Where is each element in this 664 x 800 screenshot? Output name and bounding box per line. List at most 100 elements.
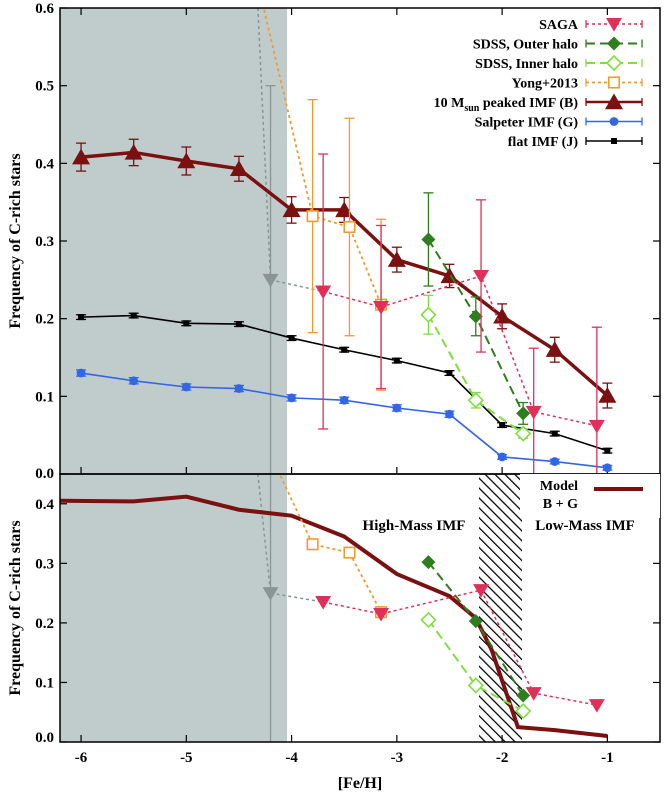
- top-series-modelB: [72, 138, 617, 409]
- bottom-point-saga: [525, 687, 542, 701]
- top-point-modelJ: [446, 370, 453, 377]
- top-point-modelG: [287, 393, 296, 403]
- legend-label-yong: Yong+2013: [512, 77, 578, 92]
- bottom-model-line: [60, 494, 608, 739]
- xtick-label: -3: [391, 750, 404, 766]
- top-point-modelJ: [130, 312, 137, 319]
- top-point-modelG: [445, 409, 454, 419]
- top-series-modelG: [76, 368, 613, 473]
- bottom-point-inner: [467, 677, 484, 694]
- legend-swatch-marker-outer: [607, 36, 621, 51]
- bottom-panel-plot: [60, 474, 608, 742]
- bottom-point-outer: [468, 614, 483, 629]
- legend-model-label-line1: Model: [540, 479, 578, 494]
- legend-swatch-marker-modelG: [609, 117, 619, 126]
- bottom-series-saga: [315, 584, 605, 713]
- top-point-modelB: [124, 143, 143, 160]
- bottom-ytick-label: 0.4: [35, 497, 54, 513]
- bottom-ylabel: Frequency of C-rich stars: [7, 520, 24, 695]
- top-point-modelG: [339, 395, 349, 405]
- legend-swatch-marker-saga: [606, 18, 622, 32]
- bottom-ytick-label: 0.0: [35, 730, 54, 746]
- top-point-outer: [516, 406, 531, 421]
- top-point-modelB: [545, 341, 564, 357]
- top-point-saga: [373, 301, 390, 315]
- legend-bottom: Model B + G: [520, 474, 660, 518]
- bottom-point-saga-grey: [262, 587, 279, 601]
- top-series-modelJ: [76, 312, 613, 454]
- top-ytick-label: 0.3: [35, 234, 54, 250]
- top-ytick-label: 0.4: [35, 156, 54, 172]
- top-ytick-label: 0.2: [35, 312, 54, 328]
- legend-swatch-marker-modelB: [605, 93, 623, 110]
- bottom-point-yong: [306, 538, 319, 551]
- top-ylabel: Frequency of C-rich stars: [7, 153, 24, 328]
- top-point-saga: [473, 269, 490, 284]
- xtick-label: -4: [285, 750, 298, 766]
- legend-label-modelJ: flat IMF (J): [508, 135, 579, 150]
- top-ytick-label: 0.0: [35, 466, 54, 482]
- shaded-region-top: [60, 8, 287, 474]
- legend-swatch-marker-inner: [605, 54, 623, 72]
- top-saga-grey-segment: [270, 279, 324, 293]
- top-point-inner: [420, 306, 437, 323]
- top-point-modelB: [177, 152, 196, 169]
- hatched-region: [479, 474, 522, 742]
- annotation-high-mass-imf: High-Mass IMF: [363, 518, 466, 534]
- bottom-line-yong: [278, 474, 382, 613]
- bottom-series-outer: [421, 555, 531, 703]
- top-point-modelJ: [604, 447, 611, 454]
- top-point-modelG: [76, 368, 86, 378]
- top-point-saga: [315, 285, 332, 300]
- top-point-inner: [467, 392, 484, 409]
- bottom-ytick-label: 0.1: [35, 675, 54, 691]
- legend-model-label-line2: B + G: [543, 497, 578, 512]
- top-point-modelJ: [551, 430, 558, 437]
- legend-label-modelG: Salpeter IMF (G): [475, 116, 579, 131]
- top-line-inner: [427, 314, 524, 435]
- top-point-modelJ: [183, 320, 190, 327]
- xtick-label: -6: [75, 750, 88, 766]
- bottom-point-inner: [420, 611, 437, 629]
- bottom-point-saga: [315, 596, 332, 610]
- top-point-modelB: [72, 148, 91, 165]
- top-point-modelB: [282, 201, 301, 218]
- top-ytick-label: 0.1: [35, 389, 54, 405]
- bottom-point-outer: [421, 555, 436, 570]
- top-panel-plot: [72, 8, 617, 474]
- xlabel: [Fe/H]: [338, 775, 382, 792]
- top-point-yong: [343, 220, 356, 234]
- top-point-saga-grey: [262, 273, 279, 288]
- top-point-inner: [515, 425, 532, 442]
- bottom-ytick-label: 0.3: [35, 556, 54, 572]
- top-point-saga: [588, 419, 605, 434]
- top-point-modelJ: [499, 422, 506, 429]
- bottom-point-saga: [373, 607, 390, 622]
- bottom-ytick-label: 0.2: [35, 616, 54, 632]
- bottom-point-inner: [515, 702, 532, 720]
- top-point-modelB: [229, 160, 248, 176]
- top-point-modelG: [602, 463, 612, 473]
- legend-label-saga: SAGA: [539, 18, 579, 33]
- bottom-panel-frame: [59, 473, 661, 743]
- top-point-modelB: [387, 251, 406, 267]
- top-line-yong: [262, 8, 382, 306]
- axis-ticks: 0.1 0.2 0.3 0.4 0.5 0.6 0.0 0.1 0.2 0.3 0.4 0.0 -6 -5…: [35, 1, 660, 766]
- bottom-point-outer: [516, 688, 531, 703]
- xtick-label: -5: [180, 750, 193, 766]
- top-point-modelJ: [341, 346, 348, 353]
- top-point-modelG: [129, 376, 139, 386]
- top-point-yong: [306, 210, 319, 223]
- bottom-point-saga: [588, 699, 605, 713]
- legend-bottom-box: [520, 474, 660, 518]
- top-point-modelJ: [78, 314, 85, 321]
- top-ytick-label: 0.5: [35, 79, 54, 95]
- annotation-low-mass-imf: Low-Mass IMF: [535, 518, 635, 534]
- top-point-modelG: [234, 384, 244, 393]
- top-ytick-label: 0.6: [35, 1, 54, 17]
- top-point-modelG: [550, 457, 560, 466]
- legend-swatch-marker-yong: [607, 76, 621, 89]
- top-point-modelB: [598, 387, 617, 403]
- shaded-region-bottom: [60, 474, 287, 742]
